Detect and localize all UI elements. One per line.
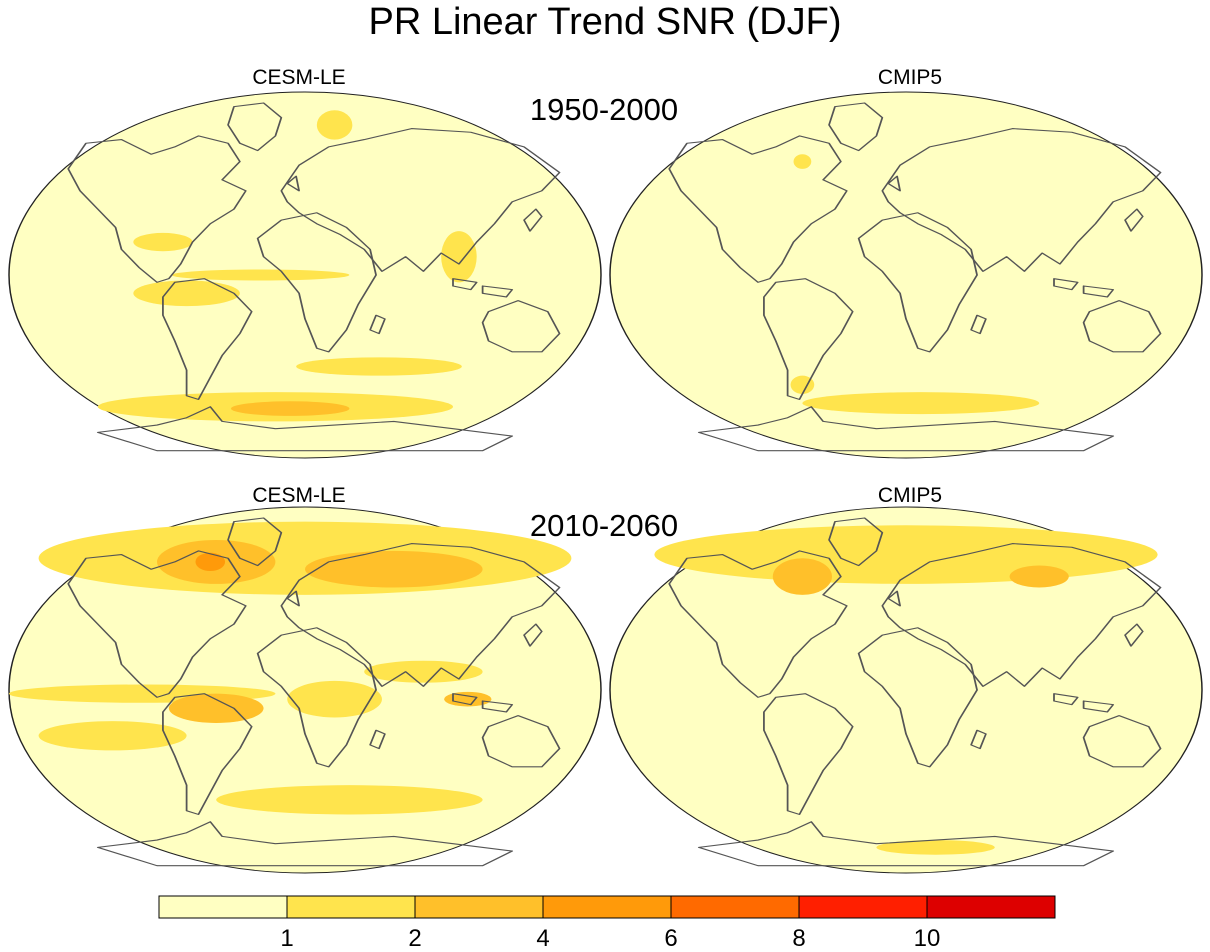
colorbar-tick-label: 4 [536, 925, 550, 952]
panel-title-cmip5-2010: CMIP5 [877, 484, 943, 507]
colorbar-bin-6 [926, 895, 1056, 919]
snr-field-cesm-2010 [9, 521, 572, 815]
snr-field-cmip5-1950 [790, 154, 1040, 415]
panel-title-cesm-2010: CESM-LE [252, 484, 346, 507]
period-label-2010-2060: 2010-2060 [529, 508, 679, 543]
period-label-1950-2000: 1950-2000 [529, 92, 679, 127]
map-panel-cesm-2010 [8, 506, 602, 874]
colorbar-tick-label: 1 [280, 925, 294, 952]
panel-title-cesm-1950: CESM-LE [252, 66, 346, 89]
snr-field-cesm-1950 [97, 110, 477, 422]
colorbar-tick-label: 8 [792, 925, 806, 952]
colorbar [158, 895, 1056, 919]
figure-title: PR Linear Trend SNR (DJF) [368, 1, 842, 43]
colorbar-tick-label: 6 [664, 925, 678, 952]
panel-title-cmip5-1950: CMIP5 [877, 66, 943, 89]
colorbar-bin-3 [542, 895, 672, 919]
map-panel-cmip5-1950 [609, 91, 1203, 459]
snr-field-cmip5-2010 [654, 525, 1158, 855]
map-panel-cmip5-2010 [609, 506, 1203, 874]
colorbar-bin-2 [414, 895, 544, 919]
colorbar-tick-label: 10 [913, 925, 941, 952]
colorbar-tick-label: 2 [408, 925, 422, 952]
colorbar-bin-5 [798, 895, 928, 919]
colorbar-bin-1 [286, 895, 416, 919]
colorbar-bin-0 [158, 895, 288, 919]
colorbar-bin-4 [670, 895, 800, 919]
map-panel-cesm-1950 [8, 91, 602, 459]
